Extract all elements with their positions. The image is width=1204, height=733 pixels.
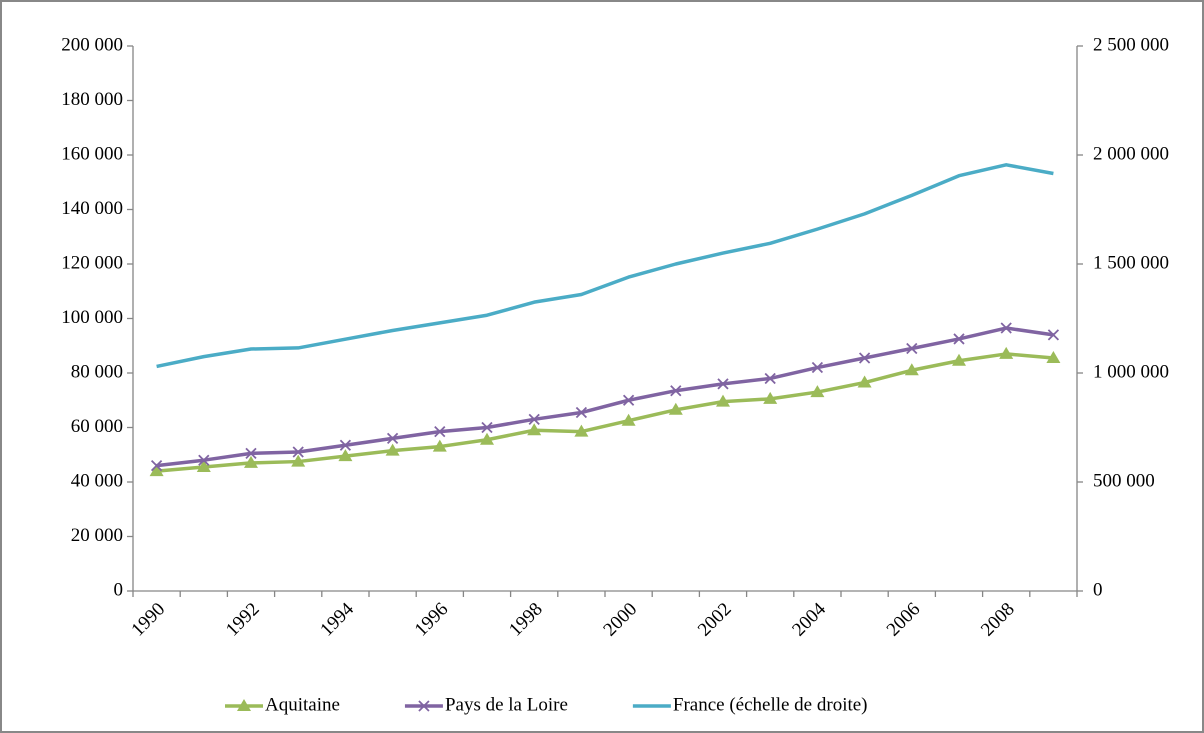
marker (904, 363, 919, 376)
marker (668, 402, 683, 415)
y-tick-label: 160 000 (61, 143, 123, 164)
marker (763, 391, 778, 404)
marker (527, 423, 542, 436)
marker (339, 439, 352, 451)
series-line (156, 352, 1054, 473)
marker (528, 413, 540, 425)
marker (1046, 351, 1061, 364)
series-line (156, 326, 1054, 468)
marker (198, 454, 210, 466)
marker (999, 346, 1014, 359)
marker (621, 413, 636, 426)
y2-tick-label: 1 000 000 (1093, 361, 1169, 382)
marker (1000, 322, 1012, 334)
marker (670, 385, 682, 397)
y2-tick-label: 500 000 (1093, 470, 1155, 491)
y2-tick-label: 2 500 000 (1093, 34, 1169, 55)
marker (952, 353, 966, 366)
y-tick-label: 180 000 (61, 89, 123, 110)
marker (480, 432, 494, 445)
y-tick-label: 100 000 (61, 307, 123, 328)
marker (245, 447, 257, 460)
marker (811, 361, 824, 374)
y-tick-label: 40 000 (71, 470, 123, 491)
y2-tick-label: 2 000 000 (1093, 143, 1169, 164)
y-tick-label: 0 (114, 579, 124, 600)
series-line (156, 163, 1054, 369)
marker (574, 424, 589, 437)
legend-label: Aquitaine (265, 694, 340, 715)
y2-tick-label: 1 500 000 (1093, 252, 1169, 273)
marker (858, 352, 871, 364)
y-tick-label: 120 000 (61, 252, 123, 273)
marker (481, 421, 493, 434)
marker (716, 394, 730, 407)
marker (1047, 329, 1060, 341)
marker (906, 342, 918, 355)
y-tick-label: 200 000 (61, 34, 123, 55)
marker (717, 378, 729, 390)
marker (953, 333, 965, 345)
marker (764, 372, 776, 385)
legend-label: Pays de la Loire (445, 694, 568, 715)
y-tick-label: 80 000 (71, 361, 123, 382)
marker (292, 446, 304, 458)
marker (575, 406, 588, 419)
marker (434, 425, 446, 438)
marker (244, 455, 258, 468)
marker (237, 699, 251, 711)
marker (338, 449, 353, 462)
marker (196, 460, 211, 473)
marker (810, 385, 825, 398)
marker (385, 443, 400, 456)
y-tick-label: 60 000 (71, 416, 123, 437)
legend: Aquitaine Pays de la Loire France (échelle… (225, 694, 868, 715)
marker (386, 432, 399, 445)
y-tick-label: 140 000 (61, 198, 123, 219)
y2-tick-label: 0 (1093, 579, 1103, 600)
marker (622, 394, 635, 406)
marker (149, 464, 164, 477)
y-tick-label: 20 000 (71, 525, 123, 546)
marker (418, 700, 430, 712)
marker (432, 439, 447, 452)
legend-label: France (échelle de droite) (673, 694, 868, 715)
marker (150, 460, 163, 472)
marker (857, 375, 872, 388)
marker (291, 454, 306, 467)
